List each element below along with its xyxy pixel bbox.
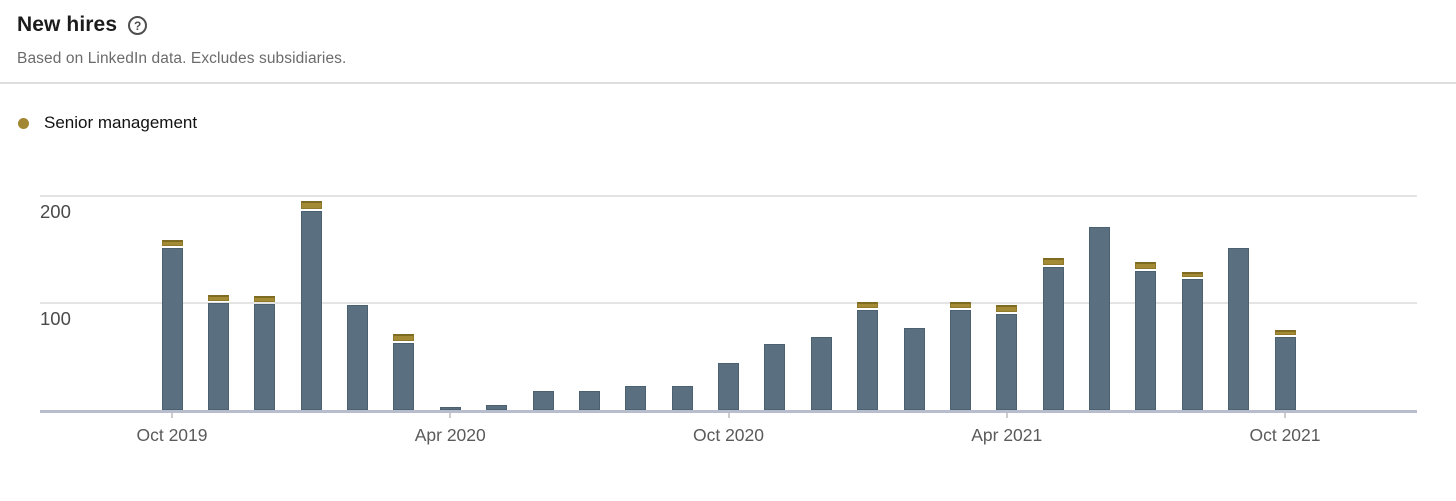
- x-tick-apr-2021: [1005, 413, 1008, 418]
- bar-jul-2021[interactable]: [1135, 270, 1157, 410]
- bar-senior-cap-jul-2021[interactable]: [1135, 262, 1157, 269]
- bar-senior-cap-aug-2021[interactable]: [1181, 272, 1203, 278]
- bar-senior-cap-dec-2019[interactable]: [254, 295, 276, 303]
- page-title: New hires: [17, 13, 118, 36]
- bar-may-2020[interactable]: [486, 404, 508, 410]
- legend-label-senior-management: Senior management: [44, 113, 198, 132]
- x-axis-baseline: [40, 410, 1417, 413]
- x-tick-oct-2021: [1284, 413, 1286, 418]
- gridline-200: [40, 195, 1417, 197]
- header-divider: [0, 82, 1456, 84]
- bar-senior-cap-mar-2020[interactable]: [393, 334, 415, 341]
- bar-sep-2021[interactable]: [1228, 248, 1250, 410]
- bar-may-2021[interactable]: [1042, 266, 1064, 410]
- bar-jun-2020[interactable]: [532, 390, 554, 410]
- bar-aug-2021[interactable]: [1181, 279, 1203, 410]
- bar-nov-2020[interactable]: [764, 343, 786, 410]
- bar-dec-2020[interactable]: [810, 337, 832, 410]
- bar-jul-2020[interactable]: [578, 390, 600, 410]
- bar-feb-2020[interactable]: [347, 305, 368, 410]
- bar-senior-cap-jan-2020[interactable]: [300, 201, 322, 209]
- help-icon[interactable]: ?: [128, 16, 148, 35]
- bar-senior-cap-apr-2021[interactable]: [996, 305, 1018, 312]
- bar-oct-2019[interactable]: [161, 248, 183, 410]
- header: New hires ?: [17, 12, 148, 38]
- bar-aug-2020[interactable]: [625, 386, 647, 410]
- legend-dot-icon: [18, 117, 29, 129]
- bar-jan-2021[interactable]: [857, 310, 879, 410]
- y-axis-label-100: 100: [40, 308, 71, 329]
- bar-senior-cap-jan-2021[interactable]: [857, 302, 879, 309]
- bar-senior-cap-nov-2019[interactable]: [207, 294, 229, 301]
- bar-apr-2021[interactable]: [996, 313, 1018, 410]
- bar-sep-2020[interactable]: [671, 386, 693, 410]
- bar-senior-cap-may-2021[interactable]: [1042, 258, 1064, 265]
- bar-oct-2021[interactable]: [1274, 337, 1296, 410]
- bar-oct-2020[interactable]: [718, 362, 739, 410]
- chart-subtitle: Based on LinkedIn data. Excludes subsidi…: [17, 50, 347, 67]
- x-axis-label-oct-2021: Oct 2021: [1249, 425, 1321, 445]
- x-axis-label-apr-2020: Apr 2020: [414, 425, 486, 445]
- bar-mar-2021[interactable]: [949, 310, 971, 410]
- x-tick-oct-2020: [727, 413, 730, 418]
- bar-senior-cap-oct-2021[interactable]: [1274, 329, 1296, 336]
- bar-mar-2020[interactable]: [393, 342, 415, 410]
- legend: Senior management: [18, 112, 197, 134]
- bar-jan-2020[interactable]: [300, 210, 322, 410]
- bar-feb-2021[interactable]: [903, 327, 925, 410]
- x-axis-label-oct-2020: Oct 2020: [692, 425, 765, 445]
- x-tick-apr-2020: [449, 413, 452, 418]
- bar-jun-2021[interactable]: [1089, 227, 1110, 410]
- x-tick-oct-2019: [171, 413, 173, 418]
- bar-nov-2019[interactable]: [207, 303, 229, 410]
- x-axis-label-oct-2019: Oct 2019: [136, 425, 208, 445]
- bar-dec-2019[interactable]: [254, 304, 276, 410]
- y-axis-label-200: 200: [40, 201, 71, 222]
- gridline-100: [40, 302, 1417, 304]
- bar-apr-2020[interactable]: [439, 406, 461, 410]
- x-axis-label-apr-2021: Apr 2021: [971, 425, 1043, 445]
- bar-senior-cap-oct-2019[interactable]: [161, 240, 183, 247]
- bar-senior-cap-mar-2021[interactable]: [949, 302, 971, 309]
